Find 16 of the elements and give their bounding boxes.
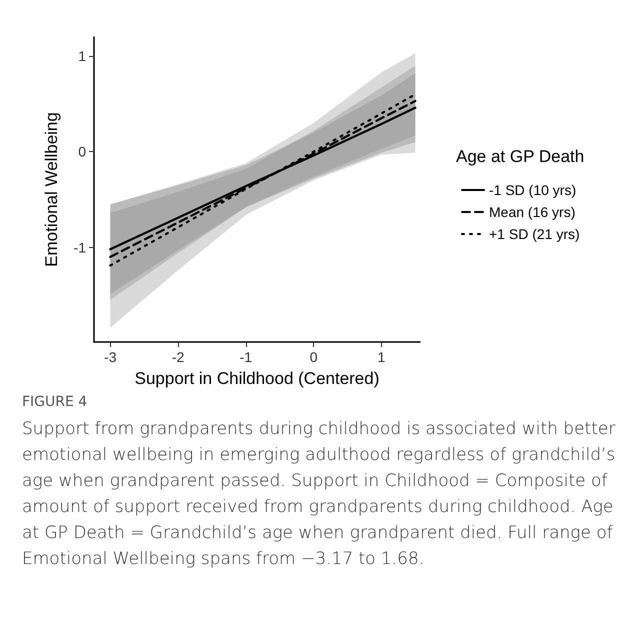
caption: FIGURE 4 (22, 394, 88, 410)
y-tick-label: 0 (78, 144, 86, 160)
x-tick-label: -2 (172, 349, 184, 365)
legend-label: Mean (16 yrs) (489, 204, 576, 220)
x-tick-label: 0 (310, 349, 318, 365)
x-tick-label: -3 (104, 349, 117, 365)
x-axis-title: Support in Childhood (Centered) (134, 369, 380, 388)
x-tick-label: 1 (377, 349, 386, 365)
x-tick-label: -1 (240, 349, 252, 365)
legend-title: Age at GP Death (456, 147, 584, 166)
legend-label: +1 SD (21 yrs) (489, 226, 580, 242)
legend-label: -1 SD (10 yrs) (489, 182, 576, 198)
text: Support from grandparents during childhood is associated with better emotional wellbeing in emerging adulthood regardless of grandchild’s age when grandparent passed. Support in Childhood = Composite of amount of support received from grandparents during childhood. Age at GP Death = Grandchild’s age when grandparent died. Full range of Emotional Wellbeing spans from −3.17 to 1.68. (22, 418, 616, 571)
y-tick-label: -1 (74, 239, 86, 256)
y-axis-title: Emotional Wellbeing (42, 112, 61, 267)
y-tick-label: 1 (78, 48, 86, 64)
